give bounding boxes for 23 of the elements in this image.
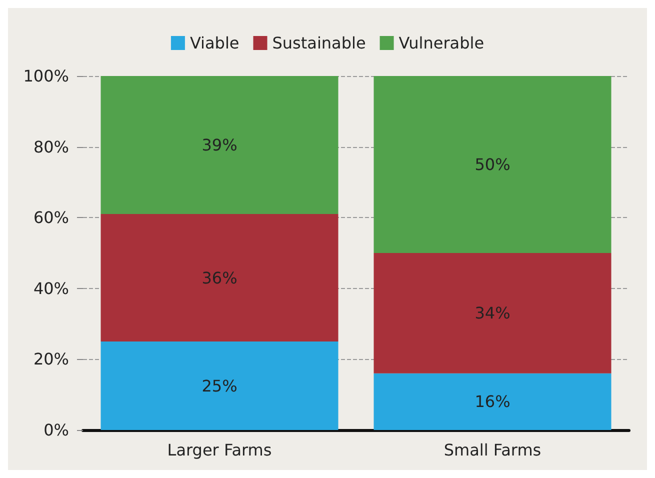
y-tick-label: 0% [44, 420, 69, 440]
bar [374, 373, 612, 430]
legend-label: Viable [190, 34, 240, 52]
data-label: 50% [474, 155, 510, 174]
y-tick-label: 60% [33, 208, 69, 228]
data-label: 39% [202, 136, 238, 155]
data-label: 34% [474, 304, 510, 323]
data-label: 25% [202, 376, 238, 396]
bar [374, 76, 612, 253]
data-label: 36% [202, 268, 238, 288]
y-tick-label: 20% [33, 350, 69, 369]
y-tick-label: 40% [33, 278, 69, 298]
x-tick-label: Larger Farms [167, 440, 272, 460]
legend-label: Vulnerable [398, 34, 484, 52]
x-tick-label: Small Farms [444, 440, 542, 460]
bar [374, 253, 612, 374]
y-tick-label: 80% [33, 137, 69, 156]
bar [100, 76, 338, 214]
bar [100, 214, 338, 342]
y-tick-label: 100% [23, 66, 69, 86]
bar [100, 342, 338, 430]
data-label: 16% [474, 392, 510, 412]
legend-label: Sustainable [272, 34, 366, 52]
